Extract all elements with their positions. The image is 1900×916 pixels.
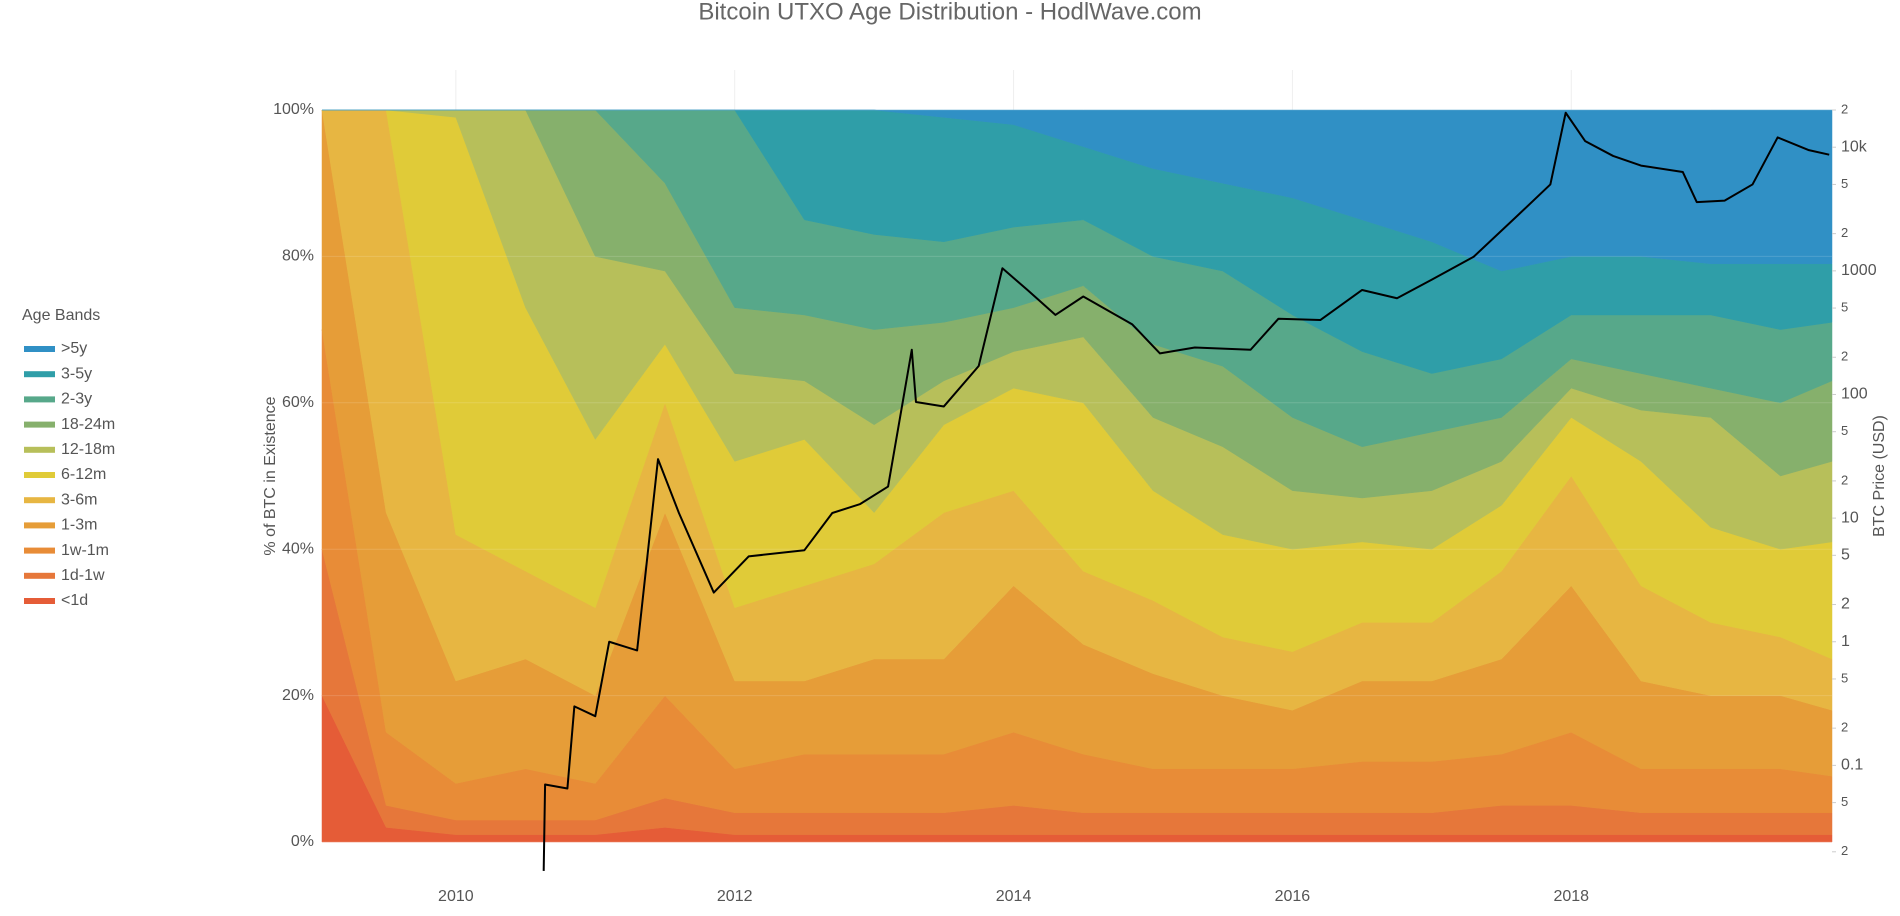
legend-swatch [24, 547, 55, 554]
y2-tick-label: 2 [1841, 101, 1848, 116]
area-band [322, 109, 1833, 272]
legend-swatch [24, 446, 55, 453]
y2-tick-label: 5 [1841, 300, 1848, 315]
legend-swatch [24, 472, 55, 478]
legend-title: Age Bands [22, 307, 100, 324]
y2-tick-label: 1000 [1841, 262, 1877, 279]
y2-axis-title: BTC Price (USD) [1871, 415, 1888, 537]
y-tick-label: 80% [282, 248, 314, 265]
legend-swatch [24, 346, 55, 352]
legend-swatch [24, 497, 55, 504]
legend-swatch [24, 371, 55, 378]
x-tick-label: 2018 [1553, 888, 1589, 905]
y2-tick-label: 100 [1841, 386, 1868, 403]
y2-tick-label: 5 [1841, 547, 1850, 564]
y2-tick-label: 5 [1841, 176, 1848, 191]
x-tick-label: 2014 [996, 888, 1032, 905]
y-tick-label: 20% [282, 687, 314, 704]
y2-tick-label: 5 [1841, 794, 1848, 809]
legend-label: 18-24m [61, 416, 115, 433]
y2-tick-label: 10 [1841, 509, 1859, 526]
legend-swatch [24, 522, 55, 529]
legend-label: 12-18m [61, 441, 115, 458]
y2-tick-label: 0.1 [1841, 757, 1863, 774]
y2-tick-label: 2 [1841, 596, 1850, 613]
chart-title: Bitcoin UTXO Age Distribution - HodlWave… [698, 0, 1201, 25]
y2-tick-label: 1 [1841, 633, 1850, 650]
legend-label: 2-3y [61, 391, 92, 408]
legend-swatch [24, 421, 55, 428]
legend-label: 3-5y [61, 365, 92, 382]
y2-tick-label: 2 [1841, 720, 1848, 735]
y2-tick-label: 5 [1841, 423, 1848, 438]
price-line [542, 111, 1830, 871]
y2-tick-label: 2 [1841, 843, 1848, 858]
y2-tick-label: 2 [1841, 472, 1848, 487]
y-tick-label: 100% [273, 101, 314, 118]
y-tick-label: 0% [291, 833, 314, 850]
legend-label: <1d [61, 592, 88, 609]
x-tick-label: 2012 [717, 888, 753, 905]
y2-tick-label: 2 [1841, 349, 1848, 364]
legend-swatch [24, 396, 55, 403]
x-tick-label: 2016 [1275, 888, 1311, 905]
y-axis-title: % of BTC in Existence [262, 396, 279, 555]
legend-label: >5y [61, 340, 87, 357]
y-tick-label: 40% [282, 540, 314, 557]
legend-label: 1-3m [61, 517, 97, 534]
x-tick-label: 2010 [438, 888, 474, 905]
y2-tick-label: 5 [1841, 670, 1848, 685]
y-tick-label: 60% [282, 394, 314, 411]
legend-swatch [24, 572, 55, 579]
y2-tick-label: 2 [1841, 225, 1848, 240]
y2-tick-label: 10k [1841, 138, 1868, 155]
legend-label: 1d-1w [61, 567, 105, 584]
legend-label: 1w-1m [61, 542, 109, 559]
legend-label: 6-12m [61, 466, 106, 483]
legend-label: 3-6m [61, 491, 97, 508]
legend-swatch [24, 598, 55, 604]
